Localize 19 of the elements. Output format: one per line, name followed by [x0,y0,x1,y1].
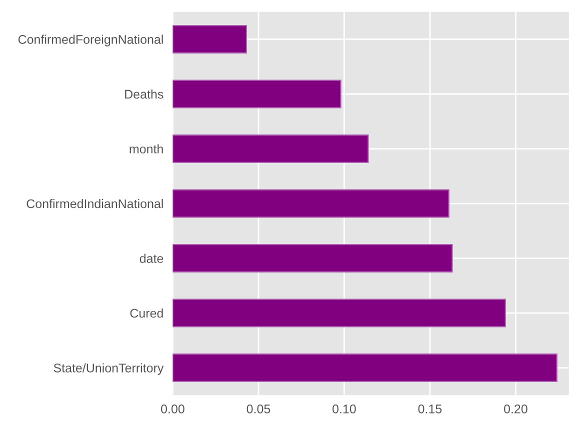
y-tick-label: date [140,254,164,263]
y-tick-label: Cured [130,308,163,318]
y-tick-label: ConfirmedForeignNational [18,34,163,46]
bar [172,354,558,382]
x-tick-label: 0.20 [504,404,528,414]
bar [172,25,248,54]
x-tick-label: 0.15 [418,404,442,414]
x-tick-label: 0.00 [161,404,184,414]
x-tick-label: 0.05 [246,404,270,414]
bar [172,298,506,328]
bar [172,244,453,273]
y-tick-label: month [130,144,163,154]
y-tick-label: State/UnionTerritory [54,363,164,375]
bar [172,134,369,164]
bar [172,189,450,218]
bar [172,80,342,108]
y-tick-label: Deaths [125,89,164,99]
x-tick-label: 0.10 [332,404,356,414]
y-tick-label: ConfirmedIndianNational [26,198,163,208]
